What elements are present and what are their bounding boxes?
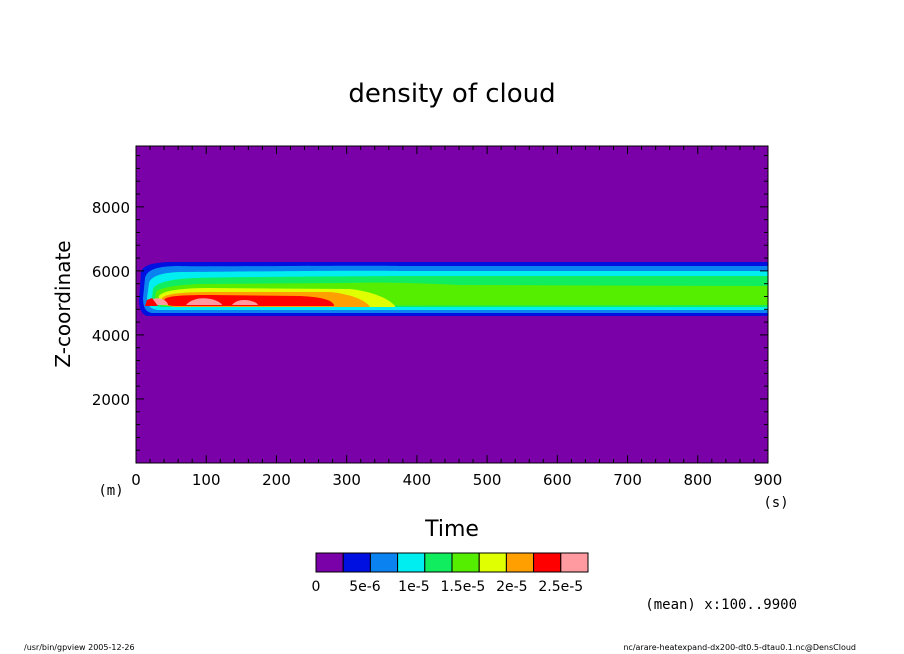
colorbar-swatch: [451, 552, 480, 573]
x-tick-label: 0: [131, 471, 141, 489]
colorbar-label: 5e-6: [349, 579, 381, 595]
colorbar-swatch: [342, 552, 371, 573]
colorbar-label: 1e-5: [398, 579, 429, 595]
colorbar-swatch: [315, 552, 344, 573]
colorbar: 0 5e-6 1e-5 1.5e-5 2e-5 2.5e-5: [312, 552, 589, 595]
mean-annotation: (mean) x:100..9900: [645, 597, 797, 613]
y-tick-label: 4000: [92, 327, 130, 345]
colorbar-swatch: [478, 552, 507, 573]
x-tick-label: 400: [403, 471, 432, 489]
x-axis-label: Time: [424, 517, 479, 542]
x-tick-label: 700: [613, 471, 642, 489]
colorbar-label: 2.5e-5: [538, 579, 583, 595]
x-tick-label: 600: [543, 471, 572, 489]
footer-left: /usr/bin/gpview 2005-12-26: [24, 643, 135, 652]
x-axis: 0 100 200 300 400 500 600 700 800 900: [131, 146, 782, 489]
y-tick-label: 6000: [92, 263, 130, 281]
colorbar-label: 2e-5: [496, 579, 527, 595]
chart-title: density of cloud: [348, 79, 555, 109]
colorbar-swatch: [424, 552, 453, 573]
colorbar-label: 0: [312, 579, 321, 595]
colorbar-swatch: [505, 552, 535, 573]
colorbar-swatch: [369, 552, 399, 573]
colorbar-swatch: [533, 552, 562, 573]
x-tick-label: 300: [332, 471, 361, 489]
x-tick-label: 800: [683, 471, 712, 489]
contour-level-9c: [232, 300, 258, 305]
plot-area: [136, 146, 768, 463]
y-tick-label: 8000: [92, 199, 130, 217]
colorbar-swatch: [560, 552, 589, 573]
y-axis: 2000 4000 6000 8000: [92, 155, 768, 451]
x-tick-label: 200: [262, 471, 291, 489]
x-tick-label: 900: [754, 471, 783, 489]
y-tick-label: 2000: [92, 391, 130, 409]
plot-frame: [135, 145, 769, 464]
y-axis-unit: (m): [98, 483, 123, 499]
colorbar-swatch: [397, 552, 426, 573]
x-tick-label: 500: [473, 471, 502, 489]
footer-right: nc/arare-heatexpand-dx200-dt0.5-dtau0.1.…: [623, 643, 856, 652]
x-axis-unit: (s): [763, 495, 788, 511]
contour-level-9b: [186, 298, 222, 305]
colorbar-label: 1.5e-5: [440, 579, 485, 595]
x-tick-label: 100: [192, 471, 221, 489]
y-axis-label: Z-coordinate: [51, 240, 75, 367]
contour-level-8b: [145, 298, 158, 306]
